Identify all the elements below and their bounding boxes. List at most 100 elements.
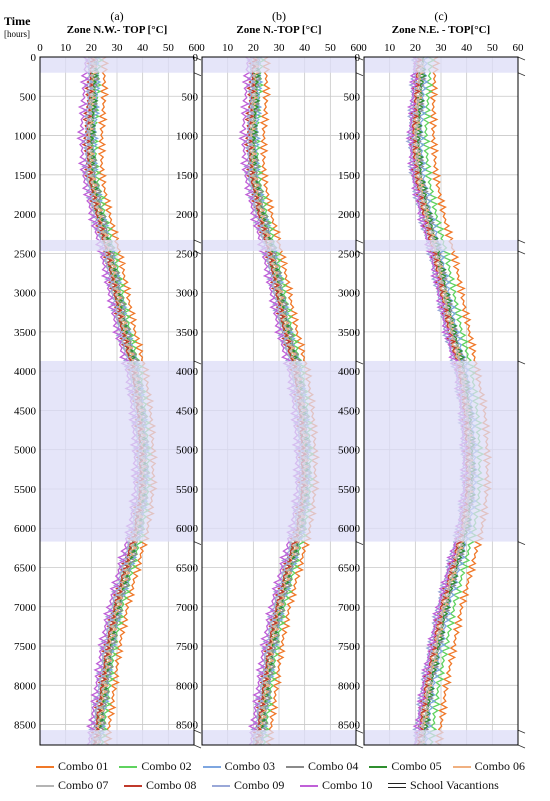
y-tick-label: 5000 xyxy=(338,445,361,457)
y-tick-label: 0 xyxy=(31,52,37,64)
panel-b: (b)Zone N.-TOP [°C]0 10 20 30 40 50 6005001000… xyxy=(176,9,364,749)
x-tick-label: 50 xyxy=(325,42,337,54)
panel-a-title: Zone N.W.- TOP [°C] xyxy=(67,24,167,36)
y-tick-label: 1000 xyxy=(14,131,37,143)
x-tick-label: 50 xyxy=(487,42,499,54)
legend-label: Combo 09 xyxy=(234,778,285,792)
legend-label: Combo 08 xyxy=(146,778,197,792)
legend-item-combo-05: Combo 05 xyxy=(369,759,452,774)
x-tick-label: 30 xyxy=(436,42,448,54)
time-axis-unit: [hours] xyxy=(4,29,30,39)
y-tick-label: 2500 xyxy=(338,248,361,260)
legend-label: Combo 01 xyxy=(58,759,109,773)
panel-c-label: (c) xyxy=(434,9,447,23)
legend-swatch xyxy=(36,784,54,787)
y-tick-label: 7500 xyxy=(176,641,199,653)
y-tick-label: 5500 xyxy=(14,484,37,496)
vacation-marker xyxy=(355,250,364,255)
school-vacation-band xyxy=(202,239,356,251)
y-tick-label: 5500 xyxy=(176,484,199,496)
x-tick-label: 30 xyxy=(112,42,124,54)
vacation-marker xyxy=(517,56,526,61)
legend-label: Combo 06 xyxy=(474,759,525,773)
y-tick-label: 1500 xyxy=(338,170,361,182)
y-tick-label: 500 xyxy=(182,91,199,103)
y-tick-label: 3500 xyxy=(14,327,37,339)
x-tick-label: 10 xyxy=(384,42,396,54)
y-tick-label: 7000 xyxy=(176,602,199,614)
school-vacations-swatch xyxy=(388,783,406,788)
legend-label: Combo 02 xyxy=(141,759,192,773)
legend-label-school-vacations: School Vacantions xyxy=(410,778,499,792)
school-vacation-band xyxy=(40,239,194,251)
x-tick-label: 20 xyxy=(248,42,260,54)
legend-item-combo-02: Combo 02 xyxy=(119,759,202,774)
y-tick-label: 6500 xyxy=(338,563,361,575)
x-tick-label: 0 xyxy=(361,42,367,54)
legend-item-combo-10: Combo 10 xyxy=(300,778,388,793)
legend-label: Combo 05 xyxy=(391,759,442,773)
y-tick-label: 3500 xyxy=(176,327,199,339)
x-tick-label: 60 xyxy=(351,42,363,54)
y-tick-label: 4500 xyxy=(14,405,37,417)
y-tick-label: 6000 xyxy=(14,523,37,535)
vacation-marker xyxy=(193,56,202,61)
x-tick-label: 60 xyxy=(513,42,525,54)
panel-a-label: (a) xyxy=(110,9,123,23)
y-tick-label: 3000 xyxy=(14,288,37,300)
vacation-marker xyxy=(355,360,364,365)
legend-swatch xyxy=(124,784,142,787)
legend-item-school-vacations: School Vacantions xyxy=(388,778,518,793)
legend-item-combo-07: Combo 07 xyxy=(36,778,124,793)
vacation-marker xyxy=(193,72,202,77)
y-tick-label: 8000 xyxy=(14,680,37,692)
legend-swatch xyxy=(285,765,304,768)
time-axis-label: Time xyxy=(4,14,31,28)
vacation-marker xyxy=(193,239,202,244)
panel-c: (c)Zone N.E. - TOP[°C]0 10 20 30 40 50 6005001… xyxy=(338,9,526,749)
legend-swatch xyxy=(36,765,54,768)
x-tick-label: 60 xyxy=(189,42,201,54)
chart-legend: Combo 01 Combo 02 Combo 03 Combo 04 Combo 05… xyxy=(36,757,536,795)
x-tick-label: 10 xyxy=(60,42,72,54)
y-tick-label: 8500 xyxy=(338,720,361,732)
y-tick-label: 4500 xyxy=(338,405,361,417)
x-tick-label: 0 xyxy=(37,42,43,54)
y-tick-label: 2000 xyxy=(14,209,37,221)
y-tick-label: 5500 xyxy=(338,484,361,496)
y-tick-label: 2500 xyxy=(176,248,199,260)
legend-item-combo-09: Combo 09 xyxy=(212,778,300,793)
vacation-marker xyxy=(193,744,202,749)
y-tick-label: 2000 xyxy=(338,209,361,221)
y-tick-label: 7500 xyxy=(14,641,37,653)
legend-item-combo-06: Combo 06 xyxy=(452,759,536,774)
y-tick-label: 2000 xyxy=(176,209,199,221)
y-tick-label: 7500 xyxy=(338,641,361,653)
vacation-marker xyxy=(355,729,364,734)
y-tick-label: 5000 xyxy=(176,445,199,457)
y-tick-label: 500 xyxy=(20,91,37,103)
y-tick-label: 7000 xyxy=(14,602,37,614)
y-tick-label: 2500 xyxy=(14,248,37,260)
legend-row-2: Combo 07 Combo 08 Combo 09 Combo 10 School … xyxy=(36,776,536,795)
school-vacation-band xyxy=(364,730,518,745)
y-tick-label: 8500 xyxy=(14,720,37,732)
x-tick-label: 30 xyxy=(274,42,286,54)
legend-swatch xyxy=(452,765,471,768)
vacation-marker xyxy=(517,744,526,749)
y-tick-label: 1000 xyxy=(176,131,199,143)
y-tick-label: 6500 xyxy=(14,563,37,575)
vacation-marker xyxy=(517,541,526,545)
panel-a: (a)Zone N.W.- TOP [°C]0 10 20 30 40 50 6005001… xyxy=(14,9,202,749)
vacation-marker xyxy=(193,360,202,365)
legend-row-1: Combo 01 Combo 02 Combo 03 Combo 04 Combo 05… xyxy=(36,757,536,776)
legend-item-combo-03: Combo 03 xyxy=(202,759,286,774)
vacation-marker xyxy=(193,541,202,545)
y-tick-label: 8000 xyxy=(338,680,361,692)
chart-panels: (a)Zone N.W.- TOP [°C]0 10 20 30 40 50 6005001… xyxy=(14,9,526,749)
school-vacation-band xyxy=(202,57,356,73)
legend-swatch xyxy=(119,765,138,768)
legend-swatch xyxy=(300,784,318,787)
school-vacation-band xyxy=(40,57,194,73)
